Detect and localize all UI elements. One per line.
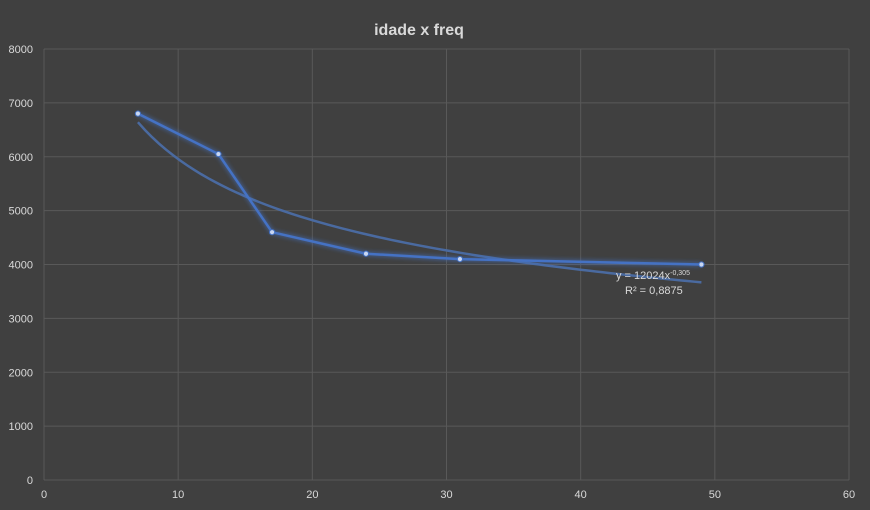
trendline-r-squared: R² = 0,8875 [625,285,683,297]
x-tick-label: 50 [709,489,721,501]
trendline-group [136,121,702,284]
series-line [137,112,702,266]
x-tick-label: 30 [440,489,452,501]
y-tick-label: 0 [27,475,33,487]
gridlines [43,48,850,481]
data-point [268,229,276,236]
trendline-equation-exponent: -0,305 [670,270,690,277]
y-tick-label: 1000 [9,421,33,433]
x-tick-label: 10 [172,489,184,501]
data-point [134,110,142,117]
y-tick-label: 4000 [9,260,33,272]
trendline-equation: y = 12024x-0,305 [616,270,690,282]
chart-title: idade x freq [374,22,464,39]
y-tick-label: 2000 [9,367,33,379]
data-point [215,150,222,158]
x-tick-label: 60 [843,489,855,501]
data-point [456,256,464,263]
y-tick-label: 7000 [9,98,33,110]
trendline [136,121,702,284]
data-point [362,250,370,257]
x-axis-ticks: 0 10 20 30 40 50 60 [41,489,855,501]
y-tick-label: 3000 [9,313,33,325]
x-tick-label: 20 [306,489,318,501]
y-tick-label: 5000 [9,206,33,218]
x-tick-label: 40 [575,489,587,501]
y-tick-label: 8000 [9,44,33,56]
y-axis-ticks: 0 1000 2000 3000 4000 5000 6000 7000 8000 [9,44,33,487]
x-tick-label: 0 [41,489,47,501]
y-tick-label: 6000 [9,152,33,164]
trendline-equation-base: y = 12024x [616,270,671,282]
series-group [134,110,705,268]
data-point [698,261,705,268]
